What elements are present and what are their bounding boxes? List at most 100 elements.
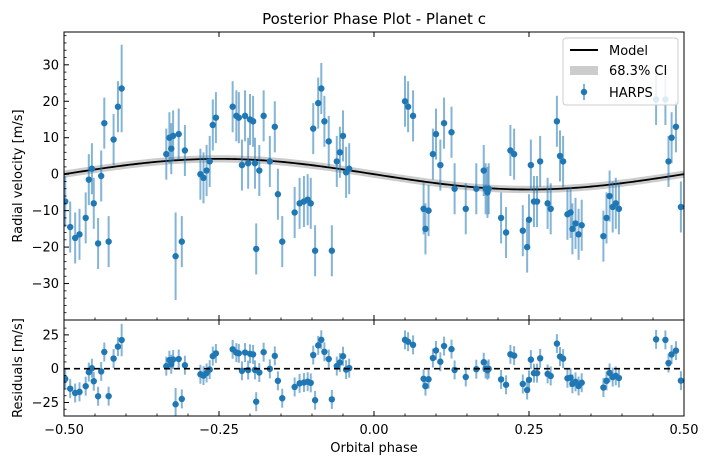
rv-point	[404, 81, 412, 133]
rv-y-tick-label: 0	[51, 168, 59, 183]
rv-marker	[525, 216, 533, 223]
rv-marker	[229, 103, 236, 110]
rv-marker	[67, 223, 74, 231]
residual-marker	[82, 382, 89, 390]
residual-y-tick-label: −25	[32, 396, 59, 411]
rv-point	[318, 62, 325, 115]
residual-marker	[241, 349, 249, 356]
rv-marker	[271, 123, 278, 130]
rv-marker	[668, 134, 675, 141]
rv-point	[260, 90, 267, 142]
rv-point	[440, 97, 448, 149]
rv-point	[209, 99, 216, 151]
residual-point	[652, 329, 660, 349]
residual-point	[668, 344, 675, 364]
residual-y-tick-label: 25	[42, 328, 59, 343]
rv-point	[473, 163, 480, 215]
rv-point	[575, 208, 582, 260]
rv-marker	[339, 132, 347, 140]
residual-point	[105, 386, 112, 406]
rv-marker	[76, 231, 83, 238]
residual-point	[462, 367, 469, 387]
rv-point	[76, 208, 83, 260]
rv-y-axis-label: Radial velocity [m/s]	[11, 109, 26, 242]
rv-point	[82, 192, 89, 244]
residual-point	[321, 342, 328, 362]
rv-point	[485, 163, 492, 215]
residual-marker	[404, 338, 412, 345]
residual-point	[404, 332, 412, 352]
rv-point	[271, 101, 278, 153]
residual-marker	[105, 392, 112, 400]
residual-point	[662, 330, 669, 350]
rv-point	[333, 135, 340, 187]
rv-marker	[556, 152, 564, 160]
rv-marker	[238, 161, 246, 169]
rv-marker	[253, 245, 260, 253]
residual-marker	[603, 377, 610, 385]
rv-point	[572, 197, 579, 249]
x-tick-label: 0.00	[360, 423, 389, 438]
rv-point	[241, 90, 249, 142]
rv-marker	[328, 247, 336, 254]
residual-point	[175, 349, 182, 369]
rv-marker	[401, 98, 409, 105]
rv-marker	[260, 112, 267, 120]
residuals-panel: 25 0 −25 −0.50 −0.25 0.00 0.25 0.50 Residuals […	[11, 318, 698, 456]
rv-point	[437, 139, 444, 191]
residual-marker	[291, 383, 298, 391]
rv-point	[425, 185, 432, 237]
rv-point	[307, 177, 314, 229]
residual-point	[244, 360, 252, 380]
rv-marker	[519, 227, 526, 234]
residual-marker	[94, 393, 102, 400]
residual-marker	[64, 375, 69, 383]
rv-point	[175, 108, 182, 160]
rv-point	[94, 217, 102, 269]
residual-point	[547, 366, 554, 386]
rv-marker	[672, 123, 680, 130]
rv-point	[244, 137, 252, 189]
residual-marker	[307, 379, 314, 387]
residual-marker	[615, 374, 623, 382]
rv-marker	[451, 185, 458, 192]
rv-point	[544, 177, 551, 229]
rv-marker	[88, 165, 96, 172]
rv-point	[114, 81, 122, 133]
rv-y-tick-label: −30	[32, 277, 59, 292]
residual-marker	[271, 352, 278, 360]
residual-point	[425, 369, 432, 389]
rv-marker	[172, 253, 179, 260]
x-axis-label: Orbital phase	[330, 441, 417, 456]
residual-marker	[600, 384, 607, 391]
residual-point	[339, 346, 347, 366]
legend-box	[562, 37, 679, 106]
residual-point	[310, 345, 317, 365]
residual-marker	[429, 354, 437, 362]
rv-marker	[178, 238, 185, 245]
residual-marker	[533, 369, 541, 377]
residual-point	[409, 335, 417, 355]
rv-point	[321, 95, 328, 147]
rv-marker	[98, 172, 105, 180]
rv-marker	[175, 130, 182, 138]
rv-point	[559, 135, 567, 187]
residual-point	[307, 373, 314, 393]
rv-y-tick-label: 10	[42, 131, 59, 146]
rv-point	[172, 212, 179, 300]
rv-marker	[533, 198, 541, 205]
rv-point	[523, 221, 531, 273]
rv-point	[507, 124, 514, 176]
residual-point	[118, 323, 125, 357]
residual-marker	[260, 348, 267, 356]
residual-marker	[547, 372, 554, 380]
residual-marker	[235, 350, 243, 357]
residual-point	[90, 371, 97, 391]
residual-point	[101, 342, 108, 362]
rv-point	[510, 128, 518, 180]
rv-marker	[114, 103, 122, 110]
rv-point	[101, 97, 108, 149]
rv-marker	[318, 85, 325, 92]
rv-point	[249, 95, 257, 147]
rv-marker	[163, 150, 170, 158]
